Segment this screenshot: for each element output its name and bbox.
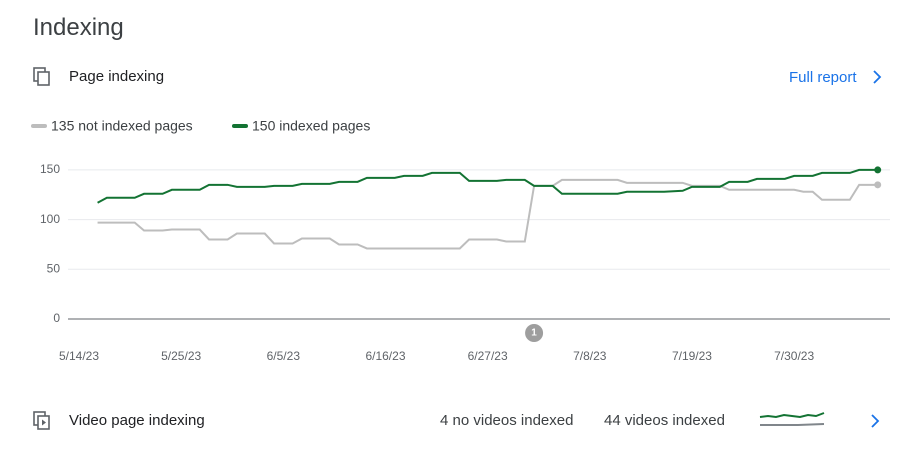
x-tick-label: 6/16/23: [365, 349, 405, 363]
x-tick-label: 7/8/23: [573, 349, 607, 363]
annotation-marker: [525, 324, 544, 342]
x-tick-label: 5/14/23: [59, 349, 99, 363]
series-line: [97, 168, 878, 204]
chart: 0 50 100 150 5/14/23 5/25/23 6/5/23 6/16/23 6/27…: [31, 118, 890, 363]
x-tick-label: 7/19/23: [672, 349, 712, 363]
end-point: [874, 166, 882, 174]
sparkline: [759, 412, 825, 426]
pages-icon: [33, 67, 50, 86]
y-tick-label: 50: [47, 261, 61, 275]
legend-label: 135 not indexed pages: [51, 118, 193, 134]
end-point: [874, 181, 882, 189]
x-tick-label: 5/25/23: [161, 349, 201, 363]
x-tick-label: 6/27/23: [468, 349, 508, 363]
full-report-link[interactable]: Full report: [789, 69, 857, 86]
section-title: Page indexing: [69, 68, 165, 85]
x-tick-label: 6/5/23: [267, 349, 301, 363]
annotation-label: 1: [531, 328, 537, 339]
y-tick-label: 100: [40, 212, 60, 226]
video-chevron[interactable]: [868, 413, 882, 429]
legend-label: 150 indexed pages: [252, 118, 370, 134]
series-line: [97, 178, 878, 250]
video-not-indexed: 4 no videos indexed: [440, 412, 574, 429]
y-tick-label: 0: [53, 311, 60, 325]
y-tick-label: 150: [40, 162, 60, 176]
video-indexed: 44 videos indexed: [604, 412, 725, 429]
chevron: [873, 70, 882, 84]
video-icon: [33, 411, 50, 430]
video-title: Video page indexing: [69, 412, 205, 429]
card-title: Indexing: [33, 14, 124, 41]
x-tick-label: 7/30/23: [774, 349, 814, 363]
